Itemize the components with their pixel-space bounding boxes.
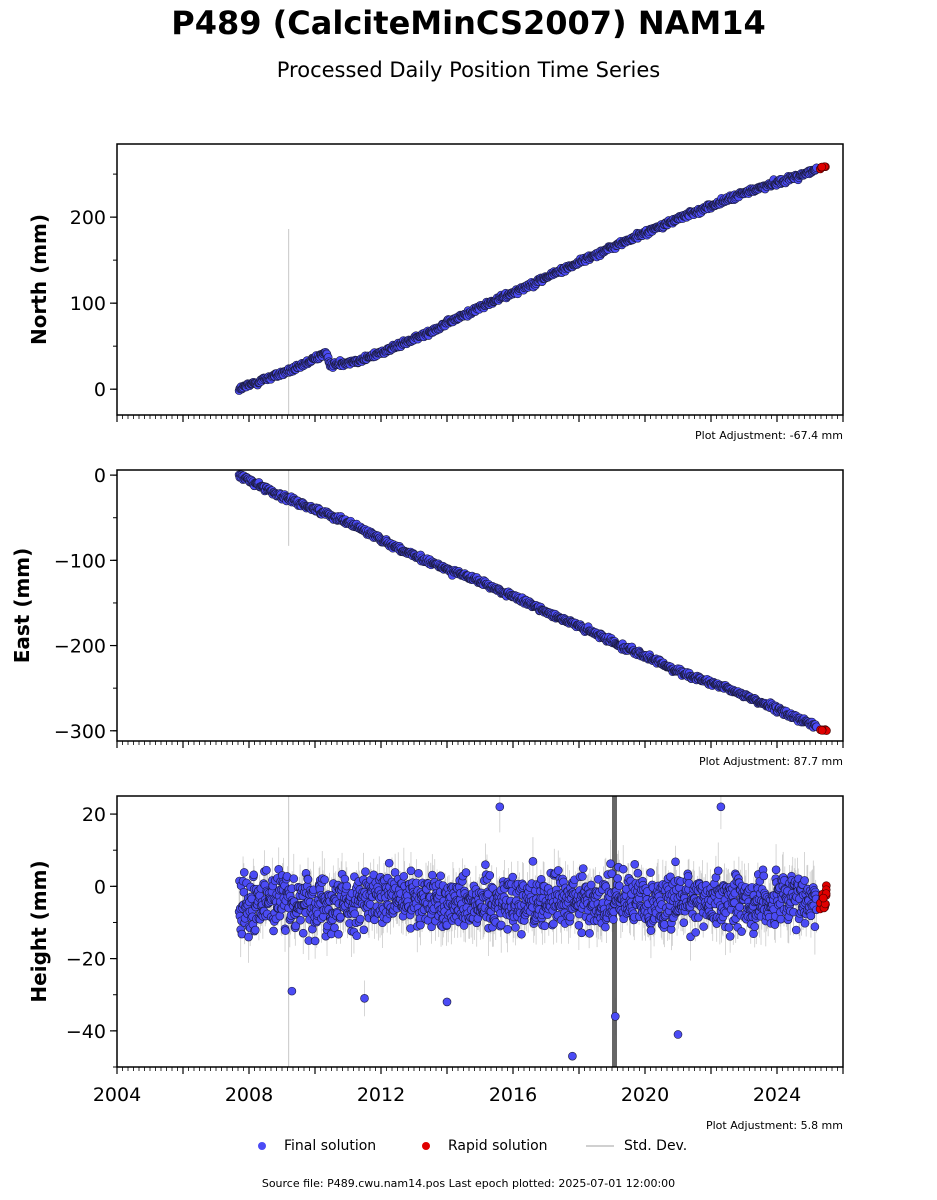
final-point — [691, 928, 700, 937]
final-point — [350, 909, 360, 919]
final-point — [303, 875, 313, 884]
final-point — [586, 880, 596, 890]
final-point — [574, 921, 584, 930]
final-point — [606, 859, 615, 868]
final-point — [334, 929, 343, 939]
final-point — [355, 914, 365, 924]
final-point — [607, 869, 617, 878]
final-point — [483, 889, 493, 899]
final-point — [585, 929, 594, 938]
rapid-point — [817, 726, 827, 735]
north-panel: 0 100 200 North (mm) — [27, 143, 844, 422]
final-point — [725, 932, 735, 941]
final-point — [601, 922, 610, 932]
final-point — [646, 868, 655, 877]
final-point — [481, 860, 490, 870]
final-point — [517, 929, 526, 939]
final-point — [503, 925, 512, 934]
east-rapid-points — [816, 725, 831, 735]
final-point — [244, 932, 253, 942]
final-point — [724, 923, 734, 932]
y-tick-label: −100 — [54, 550, 106, 572]
final-point — [633, 868, 643, 878]
final-point — [630, 860, 640, 869]
final-point — [613, 874, 622, 883]
final-point — [461, 868, 471, 877]
y-tick-label: −200 — [54, 636, 106, 658]
final-point — [336, 912, 345, 922]
north-final-points — [234, 163, 821, 395]
east-axes-frame — [116, 469, 844, 742]
north-plot-area — [234, 162, 830, 415]
std-dev-band — [612, 796, 617, 1067]
final-point — [609, 915, 618, 924]
east-final-points — [234, 470, 821, 732]
final-point — [553, 866, 563, 875]
final-point — [291, 921, 301, 931]
north-axes-frame — [116, 143, 844, 416]
final-point — [239, 887, 249, 897]
final-point — [679, 918, 689, 927]
final-point — [361, 867, 370, 876]
north-rapid-points — [816, 162, 830, 174]
final-point — [330, 923, 339, 932]
final-point — [352, 931, 362, 941]
final-point — [406, 866, 416, 876]
final-point — [414, 869, 423, 878]
final-point — [549, 919, 558, 929]
height-final-points — [234, 802, 821, 1061]
final-point — [359, 925, 369, 935]
final-point — [251, 925, 260, 935]
final-point — [384, 858, 394, 868]
final-point — [528, 857, 538, 866]
final-point — [485, 871, 495, 880]
final-point — [342, 881, 352, 891]
east-plot-area — [234, 470, 831, 735]
final-point — [749, 929, 758, 938]
final-point — [399, 871, 409, 881]
final-point — [614, 881, 624, 891]
final-point — [699, 922, 708, 931]
final-point — [320, 875, 329, 885]
final-point — [660, 920, 669, 929]
y-tick-label: −300 — [54, 721, 106, 743]
final-point — [646, 926, 656, 935]
final-point — [239, 868, 249, 877]
y-tick-label: 0 — [94, 465, 106, 487]
height-plot-area — [234, 796, 831, 1067]
final-point — [298, 928, 308, 938]
final-point — [577, 928, 586, 938]
final-point — [578, 872, 587, 881]
y-tick-label: 200 — [70, 207, 106, 229]
east-y-axis-label: East (mm) — [10, 548, 34, 664]
final-point — [310, 936, 320, 946]
final-point — [511, 923, 520, 932]
final-point — [713, 866, 723, 876]
final-point — [436, 871, 445, 881]
final-point — [540, 921, 550, 931]
y-tick-label: 0 — [94, 379, 106, 401]
final-point — [671, 857, 680, 867]
final-point — [508, 872, 518, 882]
final-point — [416, 920, 425, 930]
final-point — [565, 912, 575, 922]
final-point — [737, 927, 746, 936]
final-point — [281, 926, 290, 935]
final-point — [269, 926, 278, 936]
final-point — [289, 874, 299, 883]
north-y-axis-label: North (mm) — [27, 214, 51, 345]
east-panel: 0 −100 −200 −300 East (mm) — [10, 465, 844, 748]
final-point — [618, 864, 628, 874]
final-point — [593, 874, 603, 884]
final-point — [296, 915, 305, 925]
final-point — [578, 864, 588, 873]
final-point — [249, 870, 259, 880]
final-point — [496, 920, 506, 930]
rapid-point — [817, 162, 827, 172]
y-tick-label: 100 — [70, 293, 106, 315]
final-point — [262, 865, 271, 875]
